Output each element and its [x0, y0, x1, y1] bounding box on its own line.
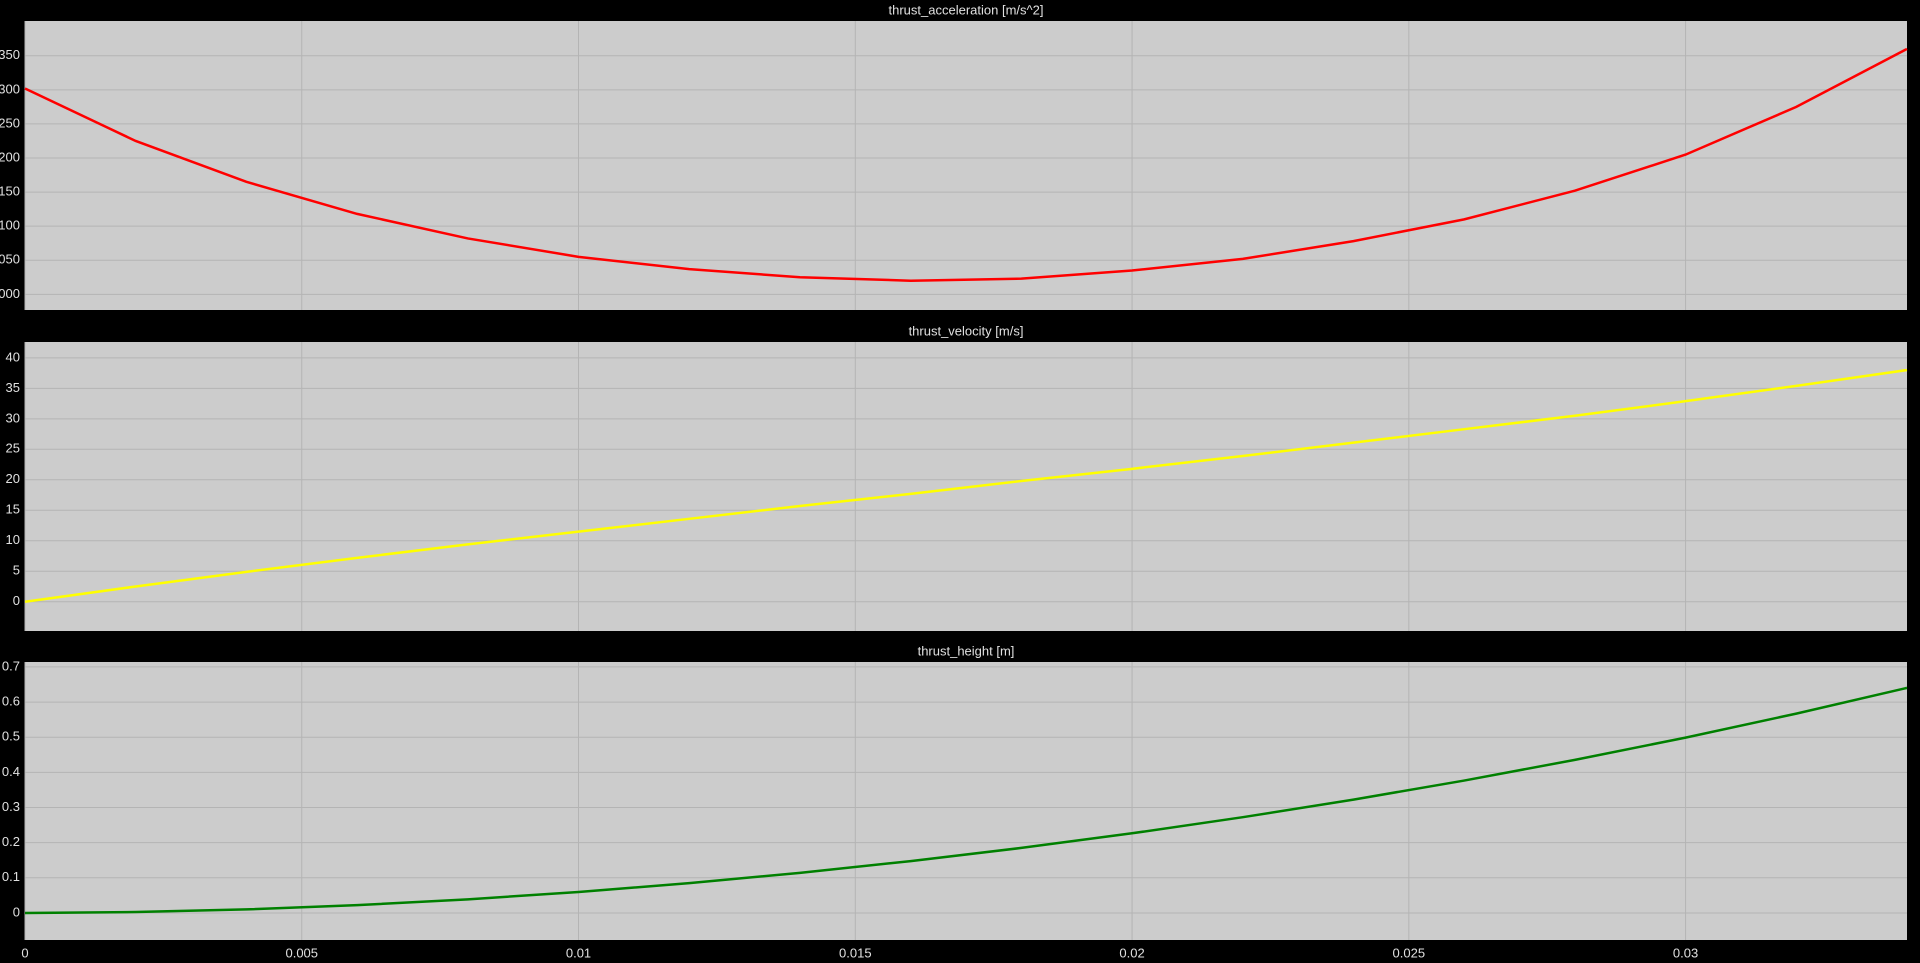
y-tick-label: 30 — [6, 410, 20, 425]
x-tick-label: 0.01 — [566, 945, 591, 960]
y-tick-label: 20 — [6, 471, 20, 486]
data-line — [24, 368, 1908, 603]
y-tick-label: 15 — [6, 502, 20, 517]
y-tick-label: 0 — [13, 904, 20, 919]
x-tick-label: 0.02 — [1119, 945, 1144, 960]
data-line — [24, 47, 1908, 282]
plot-title: thrust_velocity [m/s] — [909, 323, 1024, 338]
y-tick-label: 0.3 — [2, 799, 20, 814]
y-tick-label: 150 — [0, 184, 20, 199]
y-tick-label: 200 — [0, 149, 20, 164]
y-tick-label: 5 — [13, 563, 20, 578]
y-tick-label: 000 — [0, 286, 20, 301]
y-tick-label: 35 — [6, 380, 20, 395]
y-tick-label: 0.5 — [2, 729, 20, 744]
y-tick-label: 050 — [0, 252, 20, 267]
y-tick-label: 25 — [6, 441, 20, 456]
y-tick-label: 250 — [0, 115, 20, 130]
y-tick-label: 100 — [0, 218, 20, 233]
y-tick-label: 0.1 — [2, 869, 20, 884]
y-tick-label: 300 — [0, 81, 20, 96]
x-tick-label: 0.025 — [1393, 945, 1426, 960]
y-tick-label: 0.6 — [2, 694, 20, 709]
plot-area — [25, 662, 1907, 940]
y-tick-label: 0 — [13, 593, 20, 608]
plot-area — [25, 21, 1907, 310]
x-tick-label: 0 — [21, 945, 28, 960]
y-tick-label: 10 — [6, 532, 20, 547]
y-tick-label: 0.7 — [2, 658, 20, 673]
data-line — [24, 686, 1908, 915]
y-tick-label: 350 — [0, 47, 20, 62]
plot-title: thrust_acceleration [m/s^2] — [889, 2, 1044, 17]
y-tick-label: 40 — [6, 349, 20, 364]
y-tick-label: 0.4 — [2, 764, 20, 779]
x-tick-label: 0.015 — [839, 945, 872, 960]
x-tick-label: 0.005 — [285, 945, 318, 960]
plot-title: thrust_height [m] — [918, 643, 1015, 658]
y-tick-label: 0.2 — [2, 834, 20, 849]
x-tick-label: 0.03 — [1673, 945, 1698, 960]
